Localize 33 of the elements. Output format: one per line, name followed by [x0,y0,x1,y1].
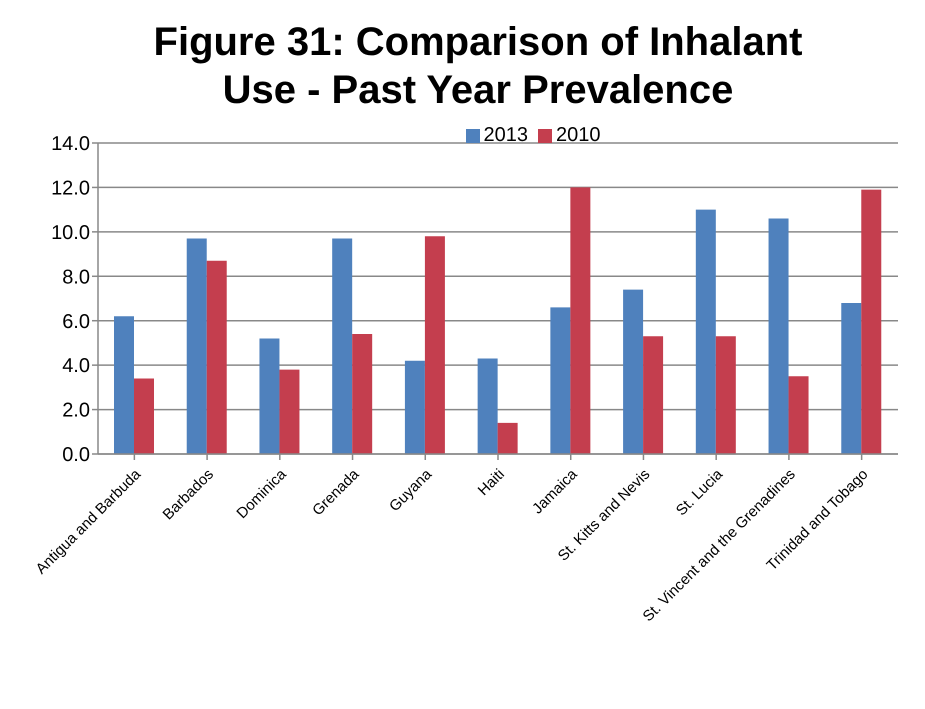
bar [550,307,570,454]
y-tick-label: 0.0 [62,444,90,466]
y-tick-label: 2.0 [62,400,90,422]
bar [352,334,372,454]
y-tick-label: 4.0 [62,355,90,378]
legend-label: 2013 [484,124,528,146]
bar [134,378,154,454]
bar [279,370,300,454]
y-tick-label: 12.0 [51,178,90,200]
bar [643,336,664,454]
y-tick-label: 10.0 [51,222,90,244]
bar [259,338,280,454]
bar [114,316,134,454]
bar [570,187,590,454]
y-tick-label: 6.0 [62,310,90,333]
bar [788,376,809,454]
y-tick-label: 14.0 [51,133,90,156]
bar [404,360,425,454]
legend-label: 2010 [556,124,600,146]
bar [623,290,644,454]
bar [716,336,736,454]
bar [478,358,498,454]
bar [332,238,352,454]
chart-title: Figure 31: Comparison of Inhalant Use - Past Year Prevalence [152,19,804,114]
bar [696,210,716,454]
bar [841,302,862,454]
bar [768,218,789,454]
bar [861,190,882,454]
bar [498,422,518,454]
y-tick-label: 8.0 [62,266,90,288]
bar [186,238,207,454]
bar [206,260,227,454]
bar [424,236,445,454]
